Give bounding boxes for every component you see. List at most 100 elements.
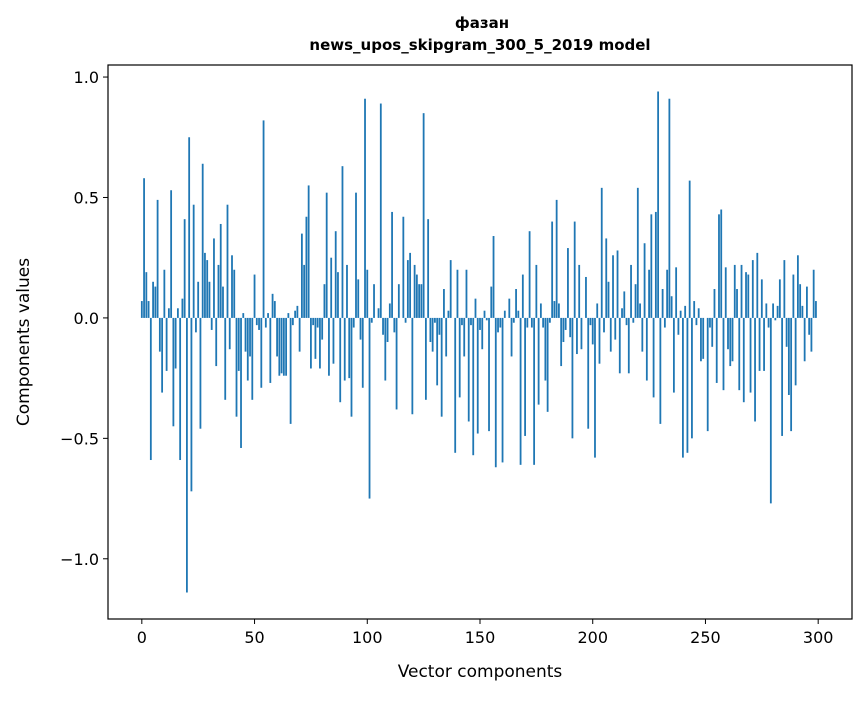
bar [492,236,495,318]
bar [179,317,182,461]
bar [627,317,630,374]
bar [172,317,175,427]
bar [580,317,583,350]
bar [343,317,346,381]
bar [337,272,339,318]
bar [424,317,427,400]
bar [467,317,470,422]
bar [695,317,698,326]
bar [287,313,290,318]
bar [499,317,502,328]
bar [666,269,669,318]
bar [404,317,407,323]
bar [630,264,632,318]
bar [314,317,317,359]
bar [576,317,578,355]
bar [594,317,596,458]
bar [672,317,675,393]
bar [298,317,301,352]
bar [443,289,445,318]
y-tick-label: 1.0 [74,68,99,87]
bar [783,260,786,318]
bar [758,317,761,371]
bar [152,281,154,318]
bar [700,317,702,362]
bar [573,221,576,318]
bar [490,286,493,318]
bar [801,305,804,318]
bar [237,317,240,371]
bar [790,317,793,432]
bar [760,279,763,318]
bar [729,317,732,367]
bar [799,284,802,318]
bar [231,255,233,318]
bar [657,91,660,318]
bar [488,317,490,432]
bar [271,293,274,318]
bar [634,284,637,318]
bar [181,298,184,318]
bar [632,317,635,323]
bar [720,209,723,318]
bar [170,190,173,318]
bar [718,214,720,318]
bar [195,317,197,333]
bar [607,281,610,318]
bar [812,269,815,318]
bar [438,317,441,335]
y-tick-label: −1.0 [60,550,99,569]
bar [485,317,488,321]
bar [553,301,556,318]
bar [675,267,678,318]
bar [249,317,251,357]
bar [465,269,468,318]
bar [571,317,574,439]
bar [323,284,326,318]
bar [418,284,421,318]
y-tick-label: 0.5 [74,188,99,207]
bar [199,317,202,429]
bar [321,317,324,340]
bar [600,187,603,318]
bar [742,317,745,403]
bar [709,317,711,328]
y-axis-label: Components values [14,258,34,426]
bar [616,250,619,318]
bar [456,269,459,318]
bar [476,317,479,434]
bar [436,317,439,386]
bar [639,303,641,318]
bar [357,279,360,318]
bar [537,317,540,405]
bar [364,98,366,318]
bar [661,289,664,318]
bar [366,269,369,318]
bar [174,317,177,369]
bar [702,317,705,359]
bar [754,317,756,422]
bar [697,308,700,318]
x-axis-label: Vector components [398,662,563,682]
bar [291,317,294,326]
bar [233,269,236,318]
bar [740,264,743,318]
bar [312,317,315,326]
bar [711,317,714,347]
bar [289,317,292,424]
bar [472,317,475,456]
bar [548,317,551,323]
bar [562,317,565,342]
x-tick-label: 50 [244,628,264,647]
bar [614,317,617,340]
bar [785,317,788,347]
bar [751,260,754,318]
bar [691,317,693,439]
bar [749,317,752,393]
bar [273,301,276,318]
bar [190,317,193,492]
bar [605,238,608,318]
bar [458,317,461,398]
bar [228,317,231,350]
bar [149,317,152,461]
